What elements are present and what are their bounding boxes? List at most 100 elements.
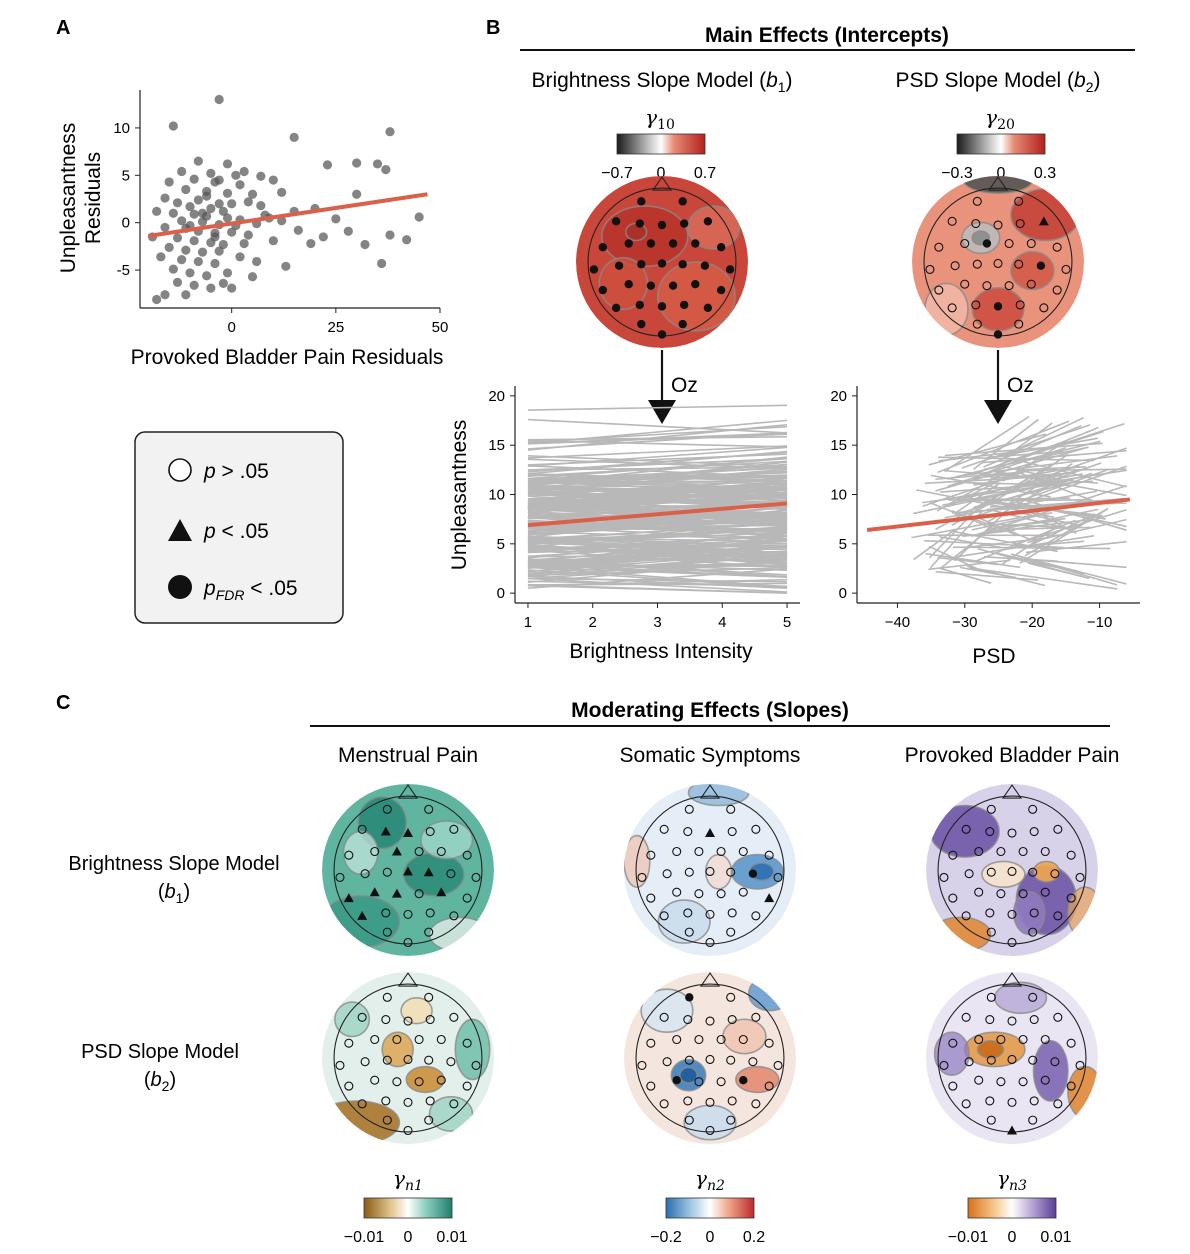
electrode-open [1050,1057,1060,1067]
individual-fit-line [527,518,788,536]
electrode-open [694,1077,704,1087]
electrode-open [637,872,647,882]
scatter-point [193,156,203,166]
a-x-tick-label: 0 [227,319,235,336]
c-cb3-gamma: γn3 [997,1166,1027,1194]
individual-fit-line [1016,511,1082,527]
topomap-blob [658,900,710,944]
electrode-open [436,846,446,857]
a-x-tick-label: 25 [327,319,344,336]
scatter-point [385,230,395,240]
electrode-triangle [343,893,354,903]
electrode-open [449,824,459,834]
electrode-open [773,1060,783,1070]
electrode-open [436,1034,446,1045]
scatter-point [293,225,303,235]
br-individual-lines [911,415,1127,590]
scatter-point [168,208,178,218]
bl-x-tick-label: 4 [718,614,726,631]
electrode-open [974,1034,984,1045]
electrode-open [425,1096,435,1106]
a-x-tick-label: 50 [432,319,449,336]
col-title-menstrual: Menstrual Pain [338,744,478,767]
topomap-contour [1032,860,1061,883]
electrode-open [1026,238,1036,249]
scatter-point [168,264,178,274]
c-cb3-tick-mid: 0 [1008,1229,1017,1246]
electrode-open [1028,1115,1038,1125]
bl-x-tick-label: 1 [524,614,532,631]
topomap-contour [428,1095,474,1132]
individual-fit-line [925,552,1021,569]
individual-fit-line [1013,540,1085,548]
head-outline [333,795,483,945]
electrode-open [403,937,413,948]
scatter-point [206,203,216,214]
electrode-triangle [423,867,434,877]
electrode-open [344,1081,354,1091]
br-y-tick-label: 15 [830,437,847,454]
electrode-open [462,1081,472,1091]
electrode-open [961,1012,971,1022]
individual-fit-line [995,469,1127,492]
electrode-open [947,216,957,226]
electrode-open [964,869,974,879]
electrode-filled [657,330,667,339]
electrode-open [1007,909,1017,919]
electrode-open [705,937,715,948]
bl-x-ticks: 1 2 3 4 5 [524,603,791,631]
scatter-point [152,294,162,305]
electrode-open [1007,937,1017,948]
individual-fit-line [982,449,1127,464]
electrode-open [986,867,996,877]
individual-fit-line [928,545,981,571]
topomap-color-field [912,176,1084,348]
main-effects-header: Main Effects (Intercepts) [705,24,949,47]
scatter-point [189,209,199,219]
electrode-open [449,1012,459,1022]
electrode-triangle [403,866,413,876]
electrode-filled [624,279,633,289]
electrode-open [764,850,774,860]
electrode-open [974,1075,984,1085]
scatter-point [256,171,266,181]
electrode-open [659,1012,669,1022]
row-label-2-line2: (b2) [144,1069,176,1094]
scatter-point [235,180,245,190]
electrode-open [705,1016,715,1026]
c-colorbar-1: γn1 −0.01 0 0.01 [344,1166,468,1246]
topomap-contour [405,1065,445,1094]
scatter-point [231,170,241,180]
scatter-point [322,160,333,170]
scatter-point [256,201,266,211]
individual-fit-line [1001,422,1053,461]
topomap-contour [322,1100,401,1144]
c-colorbar-2: γn2 −0.2 0 0.2 [650,1166,765,1246]
electrode-open [1029,826,1039,837]
individual-fit-line [527,499,788,503]
electrode-open [1015,300,1025,310]
scatter-point [402,235,412,245]
scatter-point [222,188,233,198]
electrode-open [683,908,693,918]
electrode-filled [611,303,621,313]
a-fit-line [148,192,428,238]
electrode-open [993,220,1003,230]
electrode-open [773,872,783,882]
triangle-icon [168,519,192,541]
scatter-point [252,256,262,267]
individual-fit-line [527,432,788,445]
scatter-point [227,199,237,209]
a-x-ticks: 0 25 50 [227,308,448,336]
electrode-open [1066,1081,1076,1091]
topomap-contour [976,1039,1005,1059]
electrode-open [1015,218,1025,229]
individual-fit-line [961,424,1091,469]
individual-fit-line [1025,504,1106,520]
electrode-open [1052,285,1062,295]
individual-fit-line [954,512,1005,562]
electrode-open [1040,846,1050,857]
topomap-blob [722,1019,766,1054]
electrode-open [449,1099,459,1109]
electrode-filled [993,330,1003,339]
